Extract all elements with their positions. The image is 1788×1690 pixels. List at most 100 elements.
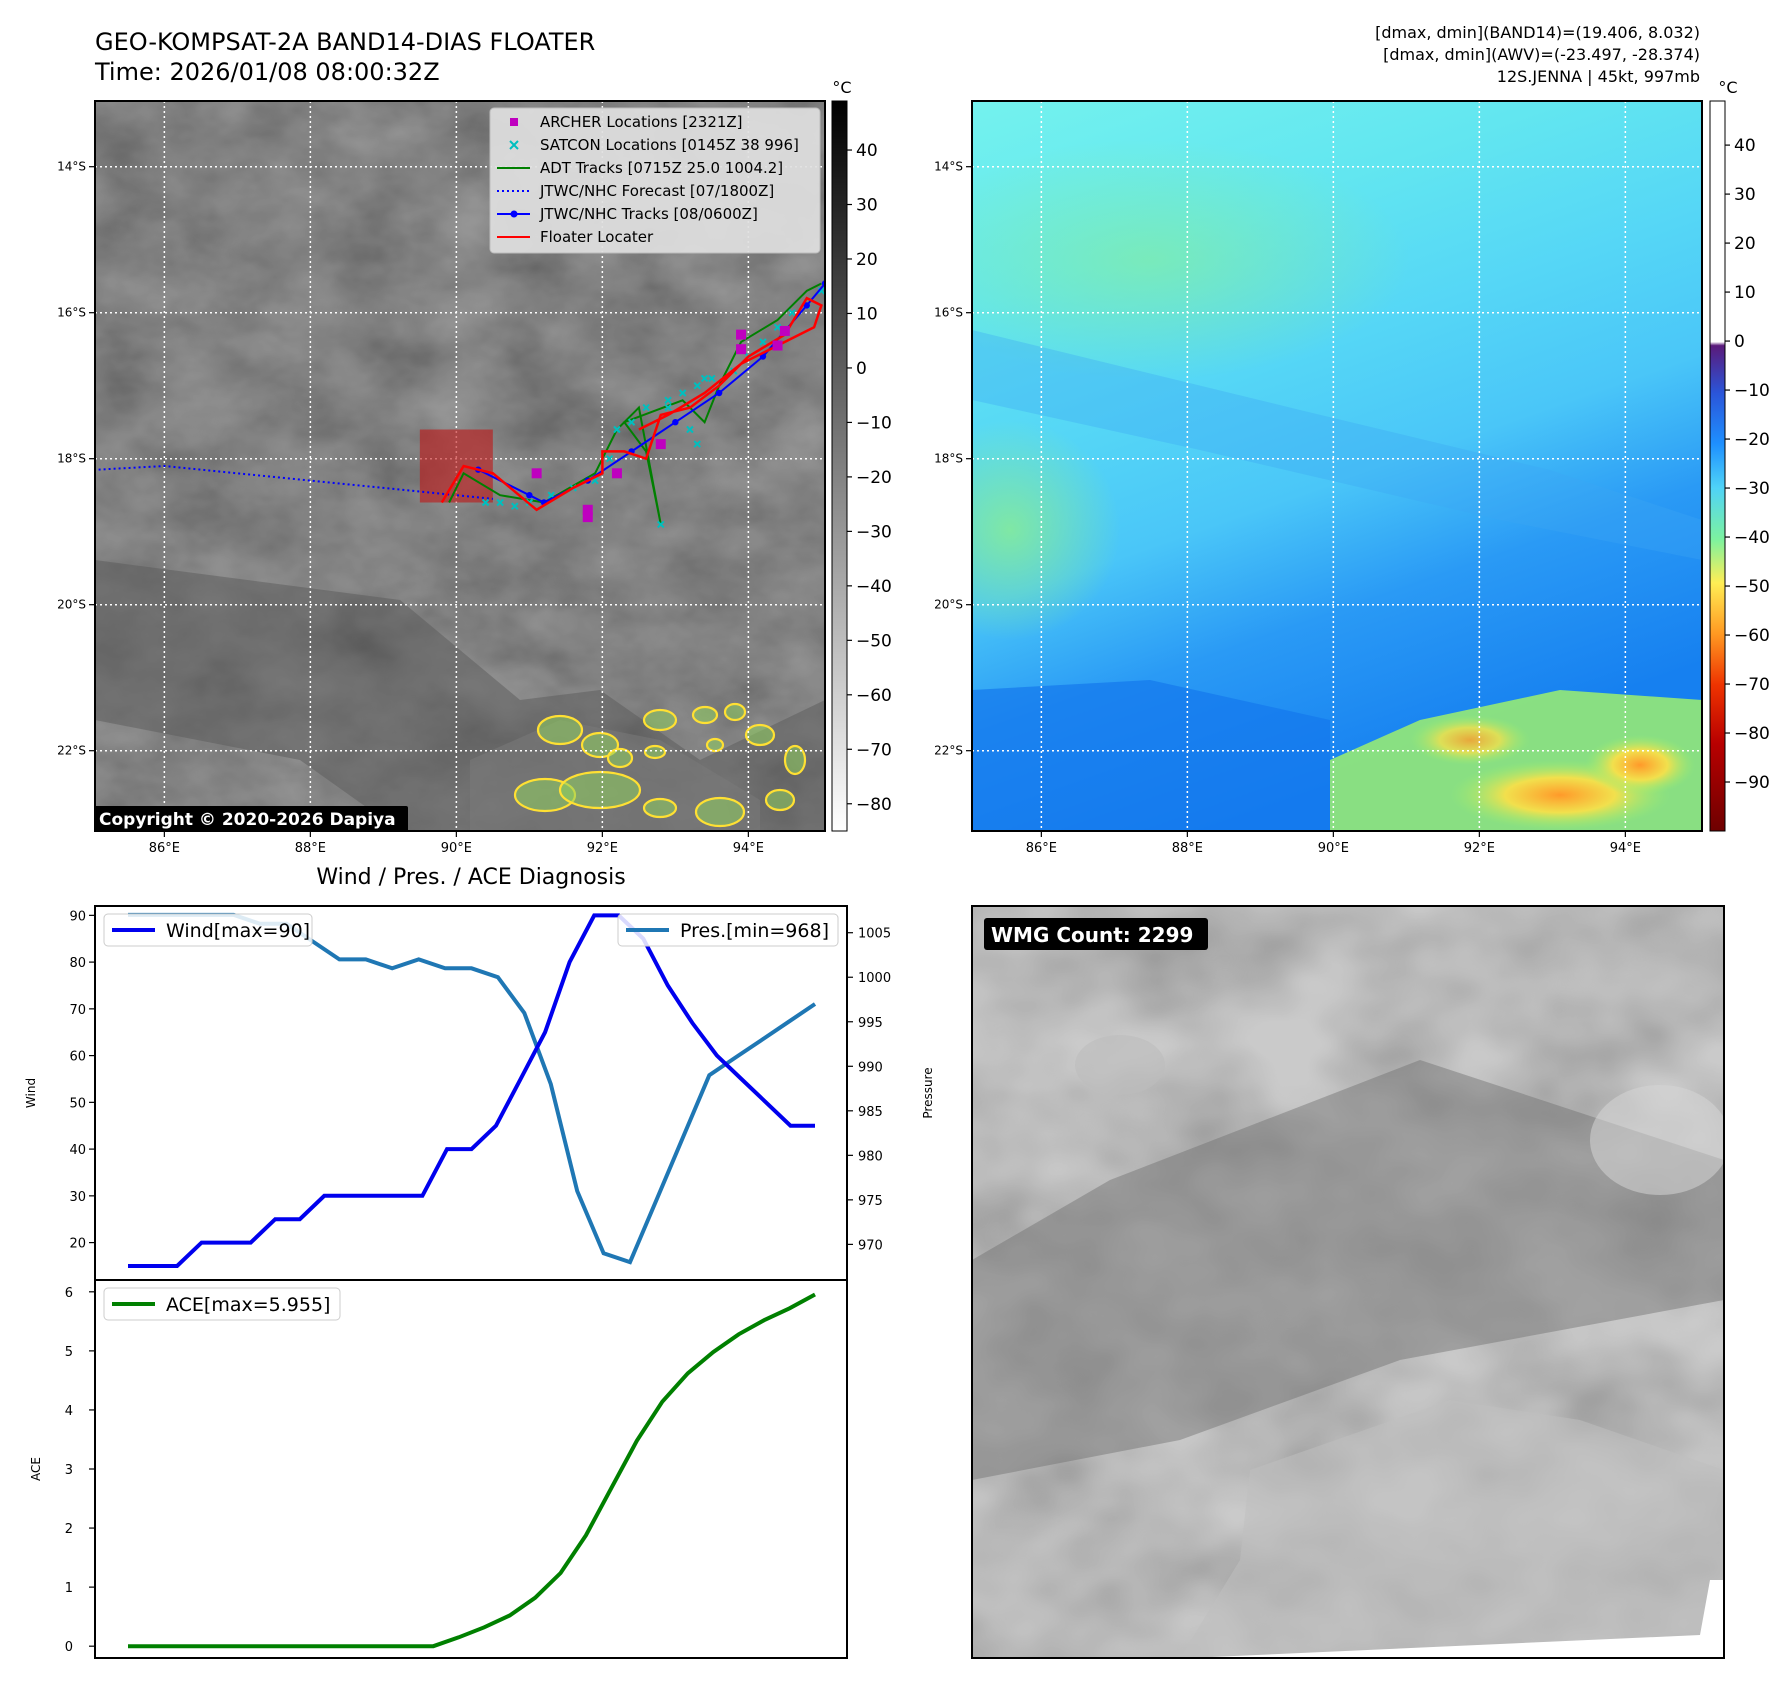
colorbar-tick-label: −40 xyxy=(856,577,892,597)
cold-cloud-contour xyxy=(642,797,678,819)
wmg-label-bg xyxy=(984,918,1208,950)
satcon-point xyxy=(686,425,694,434)
ir-map-frame xyxy=(94,100,826,832)
colorbar-tick-label: −80 xyxy=(856,795,892,815)
lat-tick-label: 18°S xyxy=(57,452,86,466)
ace-axis-tick-label: 2 xyxy=(65,1522,73,1537)
floater-box xyxy=(419,429,493,503)
lon-tick-label: 86°E xyxy=(149,841,180,856)
legend-swatch-x xyxy=(509,140,519,150)
archer-point xyxy=(655,439,666,450)
awv-moist-region xyxy=(972,420,1120,640)
lat-tick-label: 22°S xyxy=(934,744,963,758)
ir-colorbar-unit: °C xyxy=(832,78,851,97)
archer-point xyxy=(582,504,593,515)
legend-swatch-dot xyxy=(510,210,518,218)
lat-tick-label: 22°S xyxy=(57,744,86,758)
colorbar-tick-label: −60 xyxy=(1734,626,1770,646)
colorbar-tick-label: −10 xyxy=(1734,381,1770,401)
awv-cold-top xyxy=(1585,735,1695,795)
cold-cloud-contour xyxy=(764,788,796,812)
pressure-axis-tick-label: 990 xyxy=(858,1060,883,1075)
diagnosis-title: Wind / Pres. / ACE Diagnosis xyxy=(316,865,625,890)
figure-timestamp: Time: 2026/01/08 08:00:32Z xyxy=(94,58,440,86)
colorbar-tick-label: −20 xyxy=(1734,430,1770,450)
satcon-point xyxy=(481,498,490,507)
wmg-bright-spot xyxy=(1590,1085,1724,1195)
colorbar-tick-label: 10 xyxy=(856,304,878,324)
ace-axis-tick-label: 3 xyxy=(65,1463,73,1478)
satcon-point xyxy=(773,323,782,332)
ir-map-panel: 86°E 88°E 90°E 92°E 94°E 14°S 16°S 18°S 20°S 22°S… xyxy=(57,78,892,856)
cold-cloud-contour xyxy=(558,770,642,810)
ace-ticks: 0 1 2 3 4 5 6 xyxy=(65,1286,95,1655)
colorbar-tick-label: −50 xyxy=(1734,577,1770,597)
satcon-point xyxy=(627,418,636,426)
cold-cloud-contour xyxy=(744,723,776,747)
pressure-axis-tick-label: 1000 xyxy=(858,971,891,986)
ir-legend: ARCHER Locations [2321Z] SATCON Locations… xyxy=(489,107,821,254)
lon-tick-label: 88°E xyxy=(1172,841,1203,856)
pressure-legend-label: Pres.[min=968] xyxy=(680,920,829,942)
colorbar-tick-label: −20 xyxy=(856,468,892,488)
ace-frame xyxy=(94,1279,848,1659)
ace-series-line xyxy=(128,1292,816,1649)
satcon-point xyxy=(664,403,672,412)
wind-pressure-chart: 20 30 40 50 60 70 80 90 970 975 980 985 990 995 1000 10… xyxy=(24,905,935,1281)
colorbar-tick-label: 0 xyxy=(856,359,867,379)
awv-colorbar-ticks: 40 30 20 10 0 −10 −20 −30 −40 −50 −60 −70 −80 −90 xyxy=(1725,136,1770,793)
wmg-panel: WMG Count: 2299 xyxy=(971,905,1725,1659)
info-band14: [dmax, dmin](BAND14)=(19.406, 8.032) xyxy=(1375,23,1700,42)
satcon-point xyxy=(678,389,687,397)
satcon-point xyxy=(496,498,504,507)
colorbar-tick-label: 30 xyxy=(1734,185,1756,205)
pressure-axis-tick-label: 975 xyxy=(858,1194,883,1209)
jtwc-track-point xyxy=(526,492,533,499)
wmg-dark-band xyxy=(972,1060,1724,1480)
lat-tick-label: 16°S xyxy=(934,306,963,320)
lon-tick-label: 88°E xyxy=(295,841,326,856)
archer-point xyxy=(772,340,783,351)
cold-cloud-contour xyxy=(642,708,678,732)
wind-legend-box xyxy=(103,913,313,947)
lon-tick-label: 90°E xyxy=(1318,841,1349,856)
ir-legend-items: ARCHER Locations [2321Z] SATCON Locations… xyxy=(497,113,799,246)
wind-axis-tick-label: 90 xyxy=(69,909,86,924)
info-storm: 12S.JENNA | 45kt, 997mb xyxy=(1497,67,1700,86)
colorbar-tick-label: −50 xyxy=(856,631,892,651)
legend-label: JTWC/NHC Forecast [07/1800Z] xyxy=(539,182,774,200)
cold-cloud-contour xyxy=(536,714,584,746)
wind-axis-tick-label: 70 xyxy=(69,1003,86,1018)
copyright-bg xyxy=(94,806,408,832)
wind-series-line xyxy=(128,913,815,1268)
ace-axis-tick-label: 0 xyxy=(65,1640,73,1655)
wind-axis-tick-label: 60 xyxy=(69,1050,86,1065)
satcon-point xyxy=(642,403,650,412)
colorbar-tick-label: −80 xyxy=(1734,724,1770,744)
colorbar-tick-label: −70 xyxy=(1734,675,1770,695)
legend-swatch-square xyxy=(510,118,518,126)
adt-track xyxy=(448,282,822,525)
jtwc-track-point xyxy=(803,302,810,309)
floater-locater-track xyxy=(440,296,823,512)
awv-map-frame xyxy=(971,100,1703,832)
colorbar-tick-label: −60 xyxy=(856,686,892,706)
ir-colorbar-ticks: 40 30 20 10 0 −10 −20 −30 −40 −50 −60 −70 −80 xyxy=(847,141,892,815)
pressure-legend: Pres.[min=968] xyxy=(617,913,839,947)
jtwc-track-point xyxy=(715,389,723,397)
lat-tick-label: 18°S xyxy=(934,452,963,466)
colorbar-tick-label: 30 xyxy=(856,196,878,216)
cold-cloud-contour xyxy=(691,705,719,725)
legend-label: ADT Tracks [0715Z 25.0 1004.2] xyxy=(540,159,783,177)
figure-title: GEO-KOMPSAT-2A BAND14-DIAS FLOATER xyxy=(95,28,595,56)
colorbar-tick-label: −30 xyxy=(1734,479,1770,499)
satcon-point xyxy=(613,425,621,434)
cold-cloud-contour xyxy=(783,744,807,776)
ir-axis-ticks: 86°E 88°E 90°E 92°E 94°E 14°S 16°S 18°S 20°S 22°S xyxy=(57,160,764,856)
lon-tick-label: 94°E xyxy=(1610,841,1641,856)
pressure-axis-tick-label: 980 xyxy=(858,1149,883,1164)
archer-point xyxy=(779,325,790,336)
wind-axis-tick-label: 30 xyxy=(69,1190,86,1205)
lat-tick-label: 14°S xyxy=(934,160,963,174)
legend-label: Floater Locater xyxy=(540,228,654,246)
